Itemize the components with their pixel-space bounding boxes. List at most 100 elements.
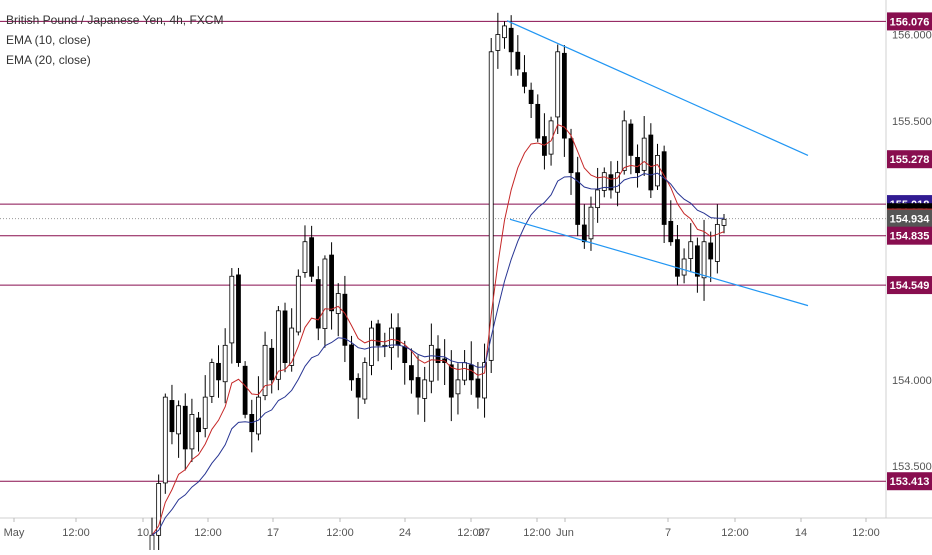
candles [149, 12, 727, 555]
candle-body [628, 123, 634, 156]
candle-body [256, 396, 261, 435]
candle-body [561, 52, 567, 139]
x-tick-label: 24 [399, 527, 411, 539]
candle-body [182, 405, 188, 450]
candle-body [189, 413, 195, 450]
candle-body [542, 136, 547, 156]
price-label-text: 153.413 [890, 476, 930, 488]
candle-body [482, 362, 487, 399]
candle-body [375, 323, 381, 346]
candle-body [555, 51, 561, 118]
candle-body [615, 172, 620, 193]
price-label-box [887, 12, 932, 31]
indicator-ema-20: EMA (20, close) [6, 53, 91, 67]
chart-legend: British Pound / Japanese Yen, 4h, FXCM E… [6, 10, 223, 70]
candle-body [575, 172, 581, 225]
candle-body [468, 364, 474, 381]
candle-body [581, 224, 587, 243]
candle-body [209, 362, 215, 397]
candle-body [721, 218, 727, 226]
price-label-text: 154.549 [890, 280, 930, 292]
candle-body [668, 220, 674, 243]
candle-body [322, 258, 328, 329]
candle-body [535, 103, 541, 139]
candle-body [156, 483, 162, 536]
candle-body [601, 172, 607, 191]
x-tick-label: 17 [267, 527, 279, 539]
candle-body [262, 344, 268, 397]
candle-body [588, 206, 594, 240]
candle-body [229, 275, 235, 344]
candle-body [222, 344, 228, 383]
x-tick-label: May [4, 527, 25, 539]
candle-body [548, 120, 554, 155]
candle-body [176, 405, 181, 435]
price-label-box [887, 150, 932, 169]
candle-body [302, 241, 308, 273]
candle-body [655, 154, 660, 187]
price-label-text: 154.934 [890, 214, 931, 226]
candle-body [641, 137, 647, 171]
candle-body [661, 151, 667, 225]
x-tick-label: 14 [795, 527, 807, 539]
candle-body [169, 400, 175, 433]
candle-body [568, 138, 574, 174]
candle-body [528, 89, 534, 105]
ema-10-line [151, 123, 725, 536]
candle-body [282, 310, 288, 364]
candle-body [688, 241, 694, 259]
chart-title: British Pound / Japanese Yen, 4h, FXCM [6, 13, 224, 27]
candle-body [315, 279, 321, 329]
x-tick-label: 12:00 [62, 527, 90, 539]
candle-body [269, 347, 275, 381]
candle-body [502, 25, 507, 39]
candle-body [428, 344, 434, 382]
candle-body [595, 189, 601, 209]
candle-body [422, 379, 428, 399]
x-tick-label: 12:00 [523, 527, 551, 539]
candle-body [289, 327, 295, 366]
channel-upper-line [506, 20, 809, 156]
candle-body [608, 174, 614, 191]
x-tick-label: 12:00 [852, 527, 880, 539]
candle-body [701, 241, 707, 279]
x-tick-label: 7 [665, 527, 671, 539]
candle-body [395, 327, 401, 346]
candle-body [455, 379, 461, 395]
price-label-box [887, 472, 932, 491]
candle-body [216, 362, 221, 381]
candle-body [342, 293, 348, 346]
candle-body [149, 534, 155, 553]
candle-body [714, 224, 720, 262]
price-label-text: 156.076 [890, 16, 930, 28]
candle-body [349, 344, 354, 381]
candle-body [236, 274, 241, 363]
price-label-text: 155.278 [890, 154, 930, 166]
x-tick-label: 12:00 [721, 527, 749, 539]
candle-body [621, 120, 627, 171]
candle-body [415, 377, 421, 398]
candle-body [275, 310, 281, 380]
candle-body [448, 364, 454, 398]
price-label-box [887, 276, 932, 295]
ema-20-line [151, 172, 725, 536]
y-tick-label: 154.000 [892, 375, 932, 387]
candle-body [408, 365, 414, 381]
candle-body [488, 51, 494, 361]
candle-body [202, 396, 208, 429]
candle-body [648, 134, 654, 191]
y-tick-label: 156.000 [892, 30, 932, 42]
candle-body [681, 258, 687, 276]
candle-body [402, 346, 408, 363]
price-label-text: 154.835 [890, 231, 930, 243]
candle-body [362, 362, 368, 400]
y-tick-label: 153.500 [892, 461, 932, 473]
candle-body [462, 362, 468, 381]
y-tick-label: 155.500 [892, 116, 932, 128]
x-tick-label: 10 [137, 527, 149, 539]
x-tick-label: Jun [556, 527, 574, 539]
candle-body [708, 242, 714, 260]
candle-body [242, 365, 248, 415]
